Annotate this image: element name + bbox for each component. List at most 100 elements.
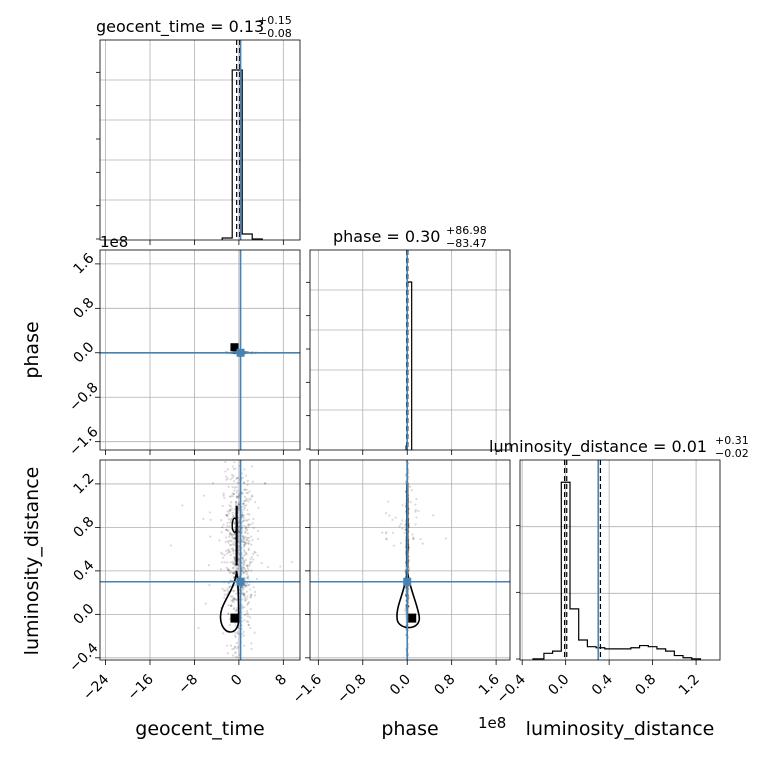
sample-point: [231, 597, 234, 600]
sample-point: [404, 568, 407, 572]
truth-marker: [236, 577, 245, 586]
sample-point: [233, 556, 236, 559]
sample-point: [249, 595, 253, 598]
sample-point: [226, 587, 229, 590]
sample-point: [243, 598, 246, 602]
sample-point: [250, 647, 253, 651]
sample-point: [234, 598, 238, 601]
sample-point: [237, 503, 240, 506]
sample-point: [246, 479, 249, 482]
xtick-label: −8: [175, 672, 201, 698]
sample-point: [242, 537, 245, 540]
sample-point: [260, 562, 263, 565]
sample-point: [228, 569, 231, 572]
yticks-hist-phase: [306, 281, 497, 455]
sample-point: [207, 564, 210, 567]
sample-point: [241, 607, 244, 610]
panel-geocent-time-hist: geocent_time = 0.13 +0.15 −0.08: [96, 14, 301, 245]
sample-point: [244, 599, 247, 602]
sample-point: [245, 527, 248, 530]
sample-point: [229, 519, 233, 523]
sample-point: [228, 531, 232, 534]
sample-point: [381, 531, 384, 534]
sample-point: [241, 566, 244, 569]
sample-point: [407, 547, 411, 550]
sample-point: [226, 528, 229, 532]
sample-point: [251, 480, 255, 483]
sample-point: [221, 504, 224, 508]
sample-point: [237, 521, 240, 524]
sample-point: [227, 518, 230, 521]
contour: [219, 570, 240, 633]
sample-point: [225, 478, 228, 481]
sample-point: [243, 543, 247, 546]
sample-point: [399, 522, 403, 526]
sample-point: [236, 631, 239, 634]
sample-point: [247, 523, 250, 526]
sample-point: [225, 528, 228, 531]
sample-point: [245, 519, 249, 522]
sample-point: [245, 504, 248, 507]
sample-point: [245, 538, 248, 541]
sample-point: [225, 475, 228, 478]
sample-point: [242, 594, 245, 597]
sample-point: [218, 539, 221, 542]
sample-point: [236, 477, 239, 480]
sample-point: [242, 540, 245, 544]
xlabel-luminosity-distance: luminosity_distance: [526, 718, 715, 740]
sample-point: [229, 543, 232, 547]
sample-point: [221, 526, 224, 529]
sample-point: [387, 500, 390, 503]
sample-point: [391, 518, 394, 521]
sample-point: [223, 554, 226, 557]
sample-point: [242, 545, 246, 548]
sample-point: [204, 602, 207, 605]
sample-point: [250, 465, 254, 468]
sample-point: [244, 536, 248, 539]
sample-point: [279, 565, 282, 568]
sample-point: [264, 482, 267, 485]
sample-point: [236, 481, 239, 484]
sample-point: [408, 567, 411, 570]
sample-point: [243, 524, 246, 527]
sample-point: [250, 569, 253, 572]
sample-point: [247, 577, 250, 580]
sample-point: [225, 524, 228, 528]
sample-point: [250, 555, 253, 559]
panel-ld-hist: −0.4 0.0 0.4 0.8 1.2 luminosity_distance = 0…: [489, 434, 749, 740]
sample-point: [244, 568, 247, 571]
sample-point: [231, 513, 235, 517]
sample-point: [237, 548, 240, 552]
sample-point: [226, 468, 229, 471]
sample-point: [234, 631, 237, 634]
title-luminosity-distance: luminosity_distance = 0.01: [489, 437, 707, 457]
sample-point: [401, 519, 404, 522]
sample-point: [235, 495, 238, 498]
sample-point: [233, 645, 237, 648]
sample-point: [243, 539, 246, 542]
sample-point: [232, 552, 235, 555]
sample-point: [243, 563, 246, 566]
sample-point: [417, 509, 420, 513]
sample-point: [243, 553, 247, 556]
sample-point: [407, 559, 411, 562]
scatter-ld-vs-phase: [310, 460, 510, 660]
xlabel-geocent-time: geocent_time: [135, 718, 264, 740]
sample-point: [230, 570, 233, 574]
sample-point: [237, 503, 241, 506]
sample-point: [243, 516, 246, 519]
sample-point: [232, 480, 236, 483]
sample-point: [233, 652, 237, 655]
sample-point: [232, 567, 235, 570]
sample-point: [245, 585, 248, 588]
density-peak: [230, 613, 240, 623]
sample-point: [233, 536, 236, 540]
sample-point: [233, 492, 236, 496]
sample-point: [235, 495, 239, 498]
sample-point: [224, 589, 227, 592]
sample-point: [410, 488, 413, 492]
sample-point: [251, 495, 254, 498]
sample-point: [244, 531, 247, 534]
sample-point: [234, 651, 238, 654]
axes-frame: [519, 459, 721, 661]
